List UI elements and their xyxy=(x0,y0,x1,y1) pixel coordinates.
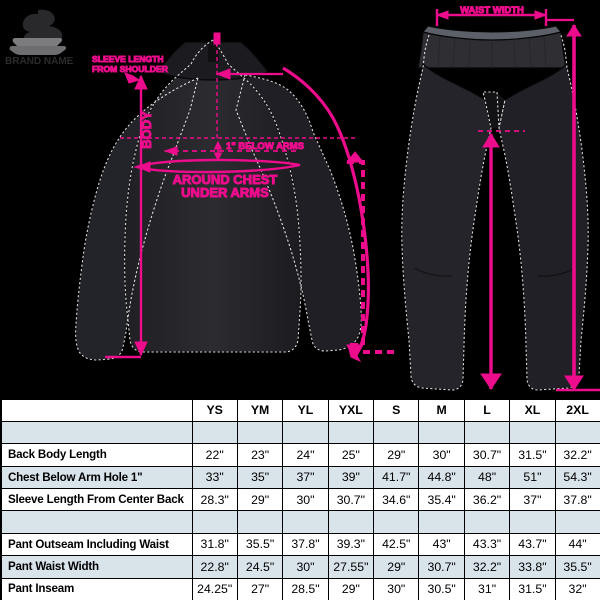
svg-text:FROM SHOULDER: FROM SHOULDER xyxy=(92,64,169,74)
svg-text:WAIST WIDTH: WAIST WIDTH xyxy=(460,5,524,16)
svg-text:1" BELOW ARMS: 1" BELOW ARMS xyxy=(226,141,304,152)
svg-text:BRAND NAME: BRAND NAME xyxy=(5,56,74,67)
svg-text:BODY: BODY xyxy=(139,111,154,149)
svg-text:UNDER ARMS: UNDER ARMS xyxy=(181,185,269,200)
svg-text:SLEEVE LENGTH: SLEEVE LENGTH xyxy=(92,54,164,64)
